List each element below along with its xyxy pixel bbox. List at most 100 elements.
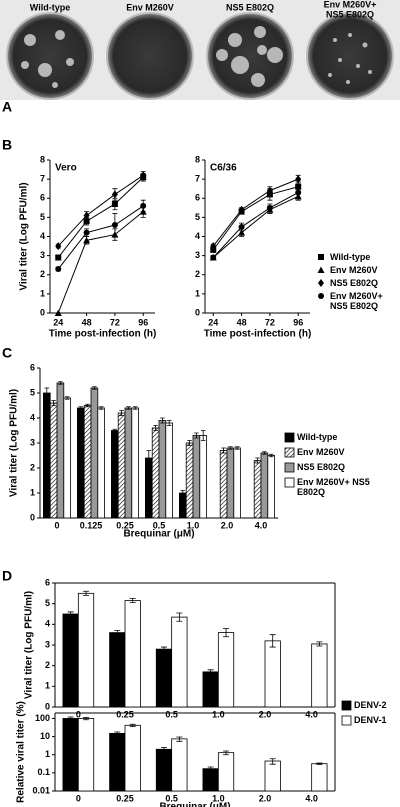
x-tick-label: 2.0	[259, 793, 272, 803]
error-bar	[160, 417, 165, 424]
bar	[192, 435, 201, 519]
y-tick-label: 5	[45, 598, 50, 608]
series-line	[57, 211, 144, 314]
bar	[226, 447, 235, 519]
error-bar	[114, 731, 121, 736]
legend-swatch	[284, 447, 295, 458]
y-tick-label: 1	[45, 749, 50, 759]
legend-marker	[317, 266, 325, 273]
marker	[54, 309, 62, 316]
error-bar	[44, 387, 50, 399]
error-bar	[180, 490, 186, 496]
series-line	[212, 195, 299, 258]
error-bar	[234, 446, 240, 450]
marker	[238, 229, 246, 236]
bar	[253, 460, 262, 519]
marker	[295, 189, 302, 196]
error-bar	[176, 736, 183, 742]
error-bar	[160, 646, 167, 652]
y-tick-label: 5	[40, 212, 45, 222]
marker	[210, 254, 217, 261]
y-tick-label: 0.1	[37, 767, 50, 777]
y-tick-label: 0	[40, 307, 45, 317]
legend-label-text: Env M260V+ NS5 E802Q	[330, 291, 383, 311]
y-tick-label: 3	[195, 250, 200, 260]
panel-label: D	[2, 568, 12, 584]
error-bar	[98, 406, 104, 410]
marker	[238, 205, 245, 214]
y-tick-label: 6	[30, 362, 35, 372]
bar	[56, 382, 65, 519]
bar	[117, 412, 126, 519]
bar	[63, 397, 71, 519]
series-line	[57, 174, 144, 247]
marker	[266, 204, 273, 211]
legend-label: DENV-2	[354, 700, 387, 710]
error-bar	[255, 457, 260, 464]
x-axis-label: Brequinar (μM)	[159, 802, 230, 807]
legend-marker	[318, 279, 324, 287]
bar	[267, 455, 275, 519]
error-bar	[228, 446, 233, 450]
legend-swatch	[284, 432, 295, 443]
y-axis-label: Viral titer (Log PFU/ml)	[9, 389, 20, 497]
bar	[202, 671, 219, 708]
marker	[83, 229, 90, 236]
legend-label-text: Env M260V	[330, 265, 378, 275]
x-tick-label: 0	[76, 793, 81, 803]
bar	[199, 435, 208, 519]
x-tick-label: 1.0	[212, 709, 225, 719]
bar	[111, 430, 119, 519]
error-bar	[67, 716, 74, 721]
bar	[264, 640, 281, 708]
y-tick-label: 8	[195, 154, 200, 164]
bar	[77, 718, 95, 792]
legend-label-text: Env M260V+ NS5 E802Q	[297, 477, 370, 497]
x-tick-label: 24	[53, 317, 63, 327]
bar	[77, 407, 85, 519]
bar	[151, 427, 160, 519]
error-bar	[207, 766, 214, 772]
legend-label-text: Wild-type	[297, 432, 338, 442]
x-tick-label: 96	[138, 317, 148, 327]
bar	[165, 422, 174, 519]
bar	[155, 648, 173, 708]
y-tick-label: 3	[30, 437, 35, 447]
marker	[83, 218, 90, 225]
error-bar	[146, 450, 152, 466]
y-tick-label: 1	[195, 288, 200, 298]
y-tick-label: 3	[40, 250, 45, 260]
bar	[62, 718, 79, 792]
x-tick-label: 4.0	[255, 520, 268, 530]
dish	[106, 12, 194, 100]
x-tick-label: 0.5	[165, 709, 178, 719]
bar	[109, 733, 126, 792]
error-bar	[200, 430, 206, 441]
error-bar	[129, 723, 136, 727]
bar	[217, 752, 235, 792]
series-line	[57, 205, 144, 270]
x-tick-label: 2.0	[259, 709, 272, 719]
bar	[311, 763, 328, 792]
legend-label: NS5 E802Q	[330, 278, 378, 288]
panel-label: C	[2, 345, 12, 361]
x-axis-label: Brequinar (μM)	[123, 529, 194, 540]
marker	[266, 186, 273, 195]
bar	[185, 442, 194, 519]
legend-label: Env M260V	[297, 447, 345, 457]
x-axis-label: Time post-infection (h)	[49, 329, 157, 340]
error-bar	[129, 598, 136, 604]
error-bar	[64, 396, 70, 400]
bar	[171, 738, 188, 792]
error-bar	[262, 451, 267, 455]
legend-label-text: DENV-2	[354, 700, 387, 710]
legend-label-text: Wild-type	[330, 252, 371, 262]
error-bar	[223, 628, 230, 638]
y-tick-label: 2	[30, 462, 35, 472]
marker	[111, 190, 118, 199]
plaque-label: Env M260V	[126, 2, 174, 12]
bar	[62, 613, 79, 708]
x-tick-label: 1.0	[212, 793, 225, 803]
error-bar	[114, 630, 121, 636]
